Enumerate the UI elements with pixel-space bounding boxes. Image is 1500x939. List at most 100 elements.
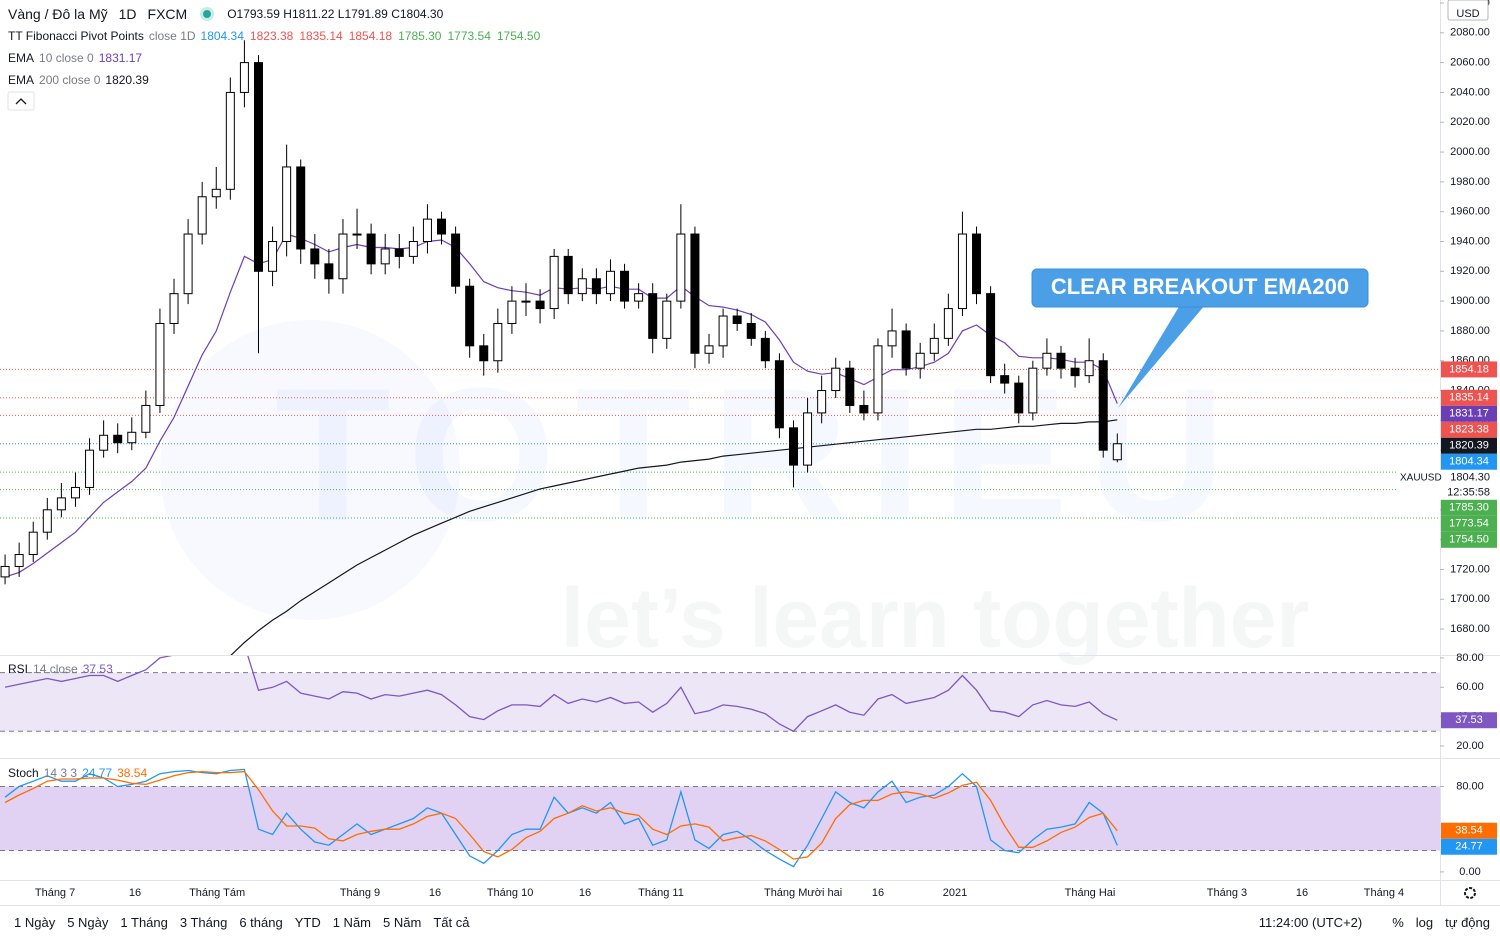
x-tick-label: 16	[579, 887, 591, 899]
candle-body	[676, 233, 686, 302]
candle-body	[634, 293, 644, 302]
price-badge-label: 1785.30	[1449, 502, 1489, 514]
y-tick-label: 0.00	[1459, 866, 1480, 878]
price-badge-label: 1835.14	[1449, 392, 1489, 404]
range-button[interactable]: Tất cả	[433, 915, 470, 930]
candle-body	[831, 367, 841, 392]
range-button[interactable]: YTD	[294, 915, 321, 930]
candle-body	[437, 218, 447, 235]
candle-body	[422, 218, 432, 242]
price-badge	[1441, 499, 1497, 516]
x-tick-label: Tháng 3	[1207, 887, 1247, 899]
ema10-legend: EMA 10 close 0 1831.17	[8, 51, 142, 65]
price-badge-label: 24.77	[1455, 841, 1483, 853]
candle-body	[943, 308, 953, 339]
range-button[interactable]: 6 tháng	[239, 915, 283, 930]
x-tick-label: Tháng Mười hai	[764, 887, 842, 899]
pivot-value: 1773.54	[447, 29, 491, 43]
candle-body	[225, 91, 235, 190]
rsi-legend: RSI 14 close 37.53	[8, 662, 113, 676]
price-badge-label: 1754.50	[1449, 534, 1489, 546]
candle-body	[99, 434, 109, 451]
price-badge-label: 1820.39	[1449, 440, 1489, 452]
x-tick-label: Tháng 11	[638, 887, 684, 899]
range-button[interactable]: 1 Năm	[332, 915, 372, 930]
range-button[interactable]: 5 Năm	[383, 915, 422, 930]
price-badge	[1441, 437, 1497, 454]
x-tick-label: Tháng 9	[340, 887, 380, 899]
currency-box[interactable]	[1447, 0, 1489, 21]
price-badge-label: 1831.17	[1449, 408, 1489, 420]
indicator-line	[4, 656, 1118, 733]
candle-body	[704, 345, 714, 354]
pivot-value: 1835.14	[299, 29, 343, 43]
badges: 1854.18 1835.14 1831.17 1823.38 1820.39 1804.…	[1396, 361, 1497, 855]
status-dot	[200, 7, 215, 21]
candle-body	[14, 554, 24, 567]
candle-body	[591, 278, 601, 295]
symbol-legend: Vàng / Đô la Mỹ 1D FXCM O1793.59 H1811.2…	[8, 6, 443, 22]
indicator-line	[230, 419, 1118, 655]
y-tick-label: 2080.00	[1450, 27, 1490, 39]
scale-option[interactable]: log	[1415, 915, 1434, 930]
interval: 1D	[118, 6, 137, 22]
range-button[interactable]: 1 Ngày	[14, 915, 56, 930]
watermark-brand: TOTRIEU	[275, 349, 1245, 561]
x-tick-label: Tháng Hai	[1065, 887, 1116, 899]
y-tick-label: 1880.00	[1450, 325, 1490, 337]
callout-pointer	[1118, 305, 1205, 408]
band	[0, 672, 1440, 732]
candle-body	[366, 233, 376, 265]
scale-option[interactable]: %	[1392, 915, 1404, 930]
candle-body	[310, 248, 320, 265]
pivot-value: 1854.18	[348, 29, 393, 43]
price-badge-label: 1773.54	[1449, 518, 1489, 530]
candle-body	[746, 322, 756, 339]
candle-body	[803, 412, 813, 466]
candle-body	[620, 270, 630, 302]
candle-body	[662, 300, 672, 339]
candle-body	[296, 166, 306, 250]
rsi-pane	[0, 656, 1440, 733]
candle-body	[648, 293, 658, 339]
range-button[interactable]: 3 Tháng	[179, 915, 228, 930]
pivot-value: 1785.30	[398, 29, 442, 43]
indicator-params: 14 3 3	[43, 766, 78, 780]
y-tick-label: 80.00	[1456, 652, 1484, 664]
indicator-value: 1820.39	[105, 73, 149, 87]
pivot-value: 1754.50	[496, 29, 541, 43]
price-badge-label: 1854.18	[1449, 363, 1489, 375]
scale-option[interactable]: tự động	[1445, 915, 1490, 930]
candle-body	[760, 337, 770, 362]
ema200-legend: EMA 200 close 0 1820.39	[8, 73, 149, 87]
candle-body	[605, 270, 615, 295]
indicator-line	[4, 768, 1118, 868]
collapse-button[interactable]	[7, 91, 35, 111]
y-tick-label: 1960.00	[1450, 206, 1490, 218]
candle-body	[817, 390, 827, 414]
x-tick-label: Tháng 10	[487, 887, 533, 899]
y-tick-label: 1700.00	[1450, 593, 1490, 605]
settings-icon[interactable]	[1464, 887, 1476, 899]
indicator-params: 10 close 0	[39, 51, 94, 65]
indicator-params: 14 close	[33, 662, 78, 676]
candle-body	[1028, 367, 1038, 414]
candle-body	[972, 233, 982, 295]
callout: CLEAR BREAKOUT EMA200	[1031, 268, 1369, 408]
candle-body	[211, 188, 221, 198]
candle-body	[197, 196, 207, 235]
candle-body	[493, 322, 503, 362]
y-tick-label: 20.00	[1456, 740, 1484, 752]
price-badge	[1441, 453, 1497, 470]
candle-body	[732, 315, 742, 324]
range-button[interactable]: 1 Tháng	[120, 915, 168, 930]
price-badge-label: 37.53	[1455, 714, 1483, 726]
candle-body	[155, 322, 165, 406]
price-badge	[1441, 712, 1497, 729]
ohlc-value: 1804.30	[399, 7, 444, 21]
range-button[interactable]: 5 Ngày	[67, 915, 109, 930]
price-badge	[1441, 389, 1497, 406]
x-tick-label: Tháng 7	[35, 887, 75, 899]
candle-body	[1098, 360, 1108, 451]
candle-body	[1112, 443, 1122, 461]
